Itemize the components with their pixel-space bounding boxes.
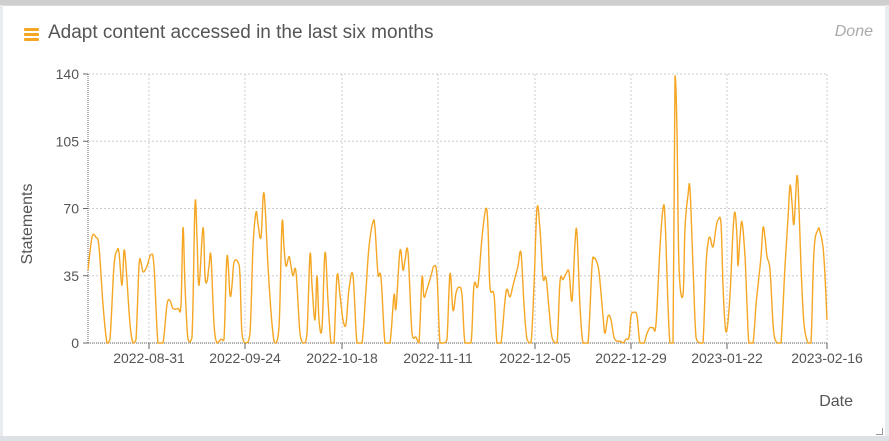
bottom-border <box>0 436 889 441</box>
y-tick-label: 105 <box>56 133 80 149</box>
y-tick-label: 140 <box>56 66 80 82</box>
series-line <box>87 75 828 344</box>
x-tick-label: 2022-12-29 <box>595 350 667 366</box>
widget-title: Adapt content accessed in the last six m… <box>48 22 434 43</box>
status-label: Done <box>834 23 873 40</box>
x-axis-ticks: 2022-08-31 2022-09-24 2022-10-18 2022-11-11… <box>113 343 863 366</box>
x-tick-label: 2023-02-16 <box>791 350 863 366</box>
grid-lines <box>88 73 828 344</box>
y-axis-label: Statements <box>19 184 36 265</box>
x-tick-label: 2022-09-24 <box>209 350 281 366</box>
x-tick-label: 2022-10-18 <box>306 350 378 366</box>
y-tick-label: 70 <box>63 201 79 217</box>
x-tick-label: 2022-08-31 <box>113 350 185 366</box>
chart-widget: Adapt content accessed in the last six m… <box>3 5 885 437</box>
x-axis-label: Date <box>819 393 853 410</box>
y-axis-ticks: 0 35 70 105 140 <box>56 66 88 351</box>
widget-header: Adapt content accessed in the last six m… <box>3 6 885 54</box>
y-tick-label: 0 <box>71 335 79 351</box>
x-tick-label: 2022-12-05 <box>499 350 571 366</box>
x-tick-label: 2022-11-11 <box>403 350 473 366</box>
resize-handle[interactable] <box>876 428 883 435</box>
hamburger-menu-icon[interactable] <box>24 28 39 42</box>
top-border <box>0 0 889 5</box>
y-tick-label: 35 <box>63 268 79 284</box>
x-tick-label: 2023-01-22 <box>691 350 763 366</box>
line-chart: 0 35 70 105 140 2022-08-31 2022-09-24 2022-10-… <box>19 66 863 410</box>
